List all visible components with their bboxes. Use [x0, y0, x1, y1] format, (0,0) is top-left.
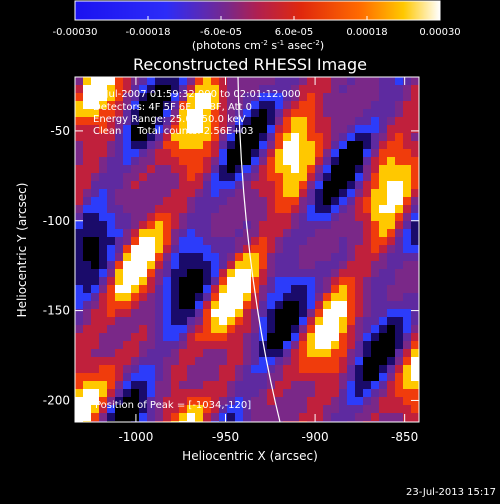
y-tick-label: -200 — [43, 393, 70, 407]
x-axis-label: Heliocentric X (arcsec) — [182, 449, 318, 463]
annotations: 8-Jul-2007 01:59:32.000 to 02:01:12.000 … — [93, 89, 301, 411]
peak-position-label: Position of Peak = [-1034,-120] — [95, 400, 251, 411]
clean-counts-label: Clean Total counts: 2.56E+03 — [93, 126, 253, 137]
colorbar-ticks: -0.00030 -0.00018 -6.0e-05 6.0e-05 0.00018 0.… — [53, 16, 461, 38]
colorbar-tick-label: -0.00030 — [53, 27, 98, 38]
colorbar: -0.00030 -0.00018 -6.0e-05 6.0e-05 0.00018 0.… — [53, 0, 461, 52]
colorbar-gradient — [74, 0, 441, 21]
time-range-label: 8-Jul-2007 01:59:32.000 to 02:01:12.000 — [95, 89, 301, 100]
x-tick-label: -950 — [212, 430, 239, 444]
y-tick-label: -50 — [50, 124, 70, 138]
footer-date: 23-Jul-2013 15:17 — [406, 487, 496, 498]
x-tick-label: -900 — [301, 430, 328, 444]
detectors-label: Detectors: 4F 5F 6F 7F 8F, Att 0 — [93, 102, 252, 113]
colorbar-tick-label: -6.0e-05 — [200, 27, 242, 38]
y-axis-label: Heliocentric Y (arcsec) — [15, 183, 29, 318]
plot-frame — [74, 76, 420, 423]
colorbar-tick-label: 6.0e-05 — [275, 27, 313, 38]
chart-title: Reconstructed RHESSI Image — [133, 55, 367, 74]
colorbar-tick-label: 0.00018 — [346, 27, 387, 38]
y-tick-label: -150 — [43, 304, 70, 318]
x-tick-label: -1000 — [118, 430, 153, 444]
colorbar-tick-label: -0.00018 — [126, 27, 171, 38]
energy-range-label: Energy Range: 25.0 - 50.0 keV — [93, 114, 246, 125]
solar-limb-line — [237, 77, 281, 422]
colorbar-units: (photons cm-2 s-1 asec-2) — [192, 39, 324, 52]
heatmap-image — [75, 77, 419, 422]
x-tick-label: -850 — [391, 430, 418, 444]
colorbar-tick-label: 0.00030 — [419, 27, 460, 38]
y-tick-label: -100 — [43, 214, 70, 228]
axis-ticks: -1000 -950 -900 -850 -200 -150 -100 -50 — [43, 77, 419, 444]
